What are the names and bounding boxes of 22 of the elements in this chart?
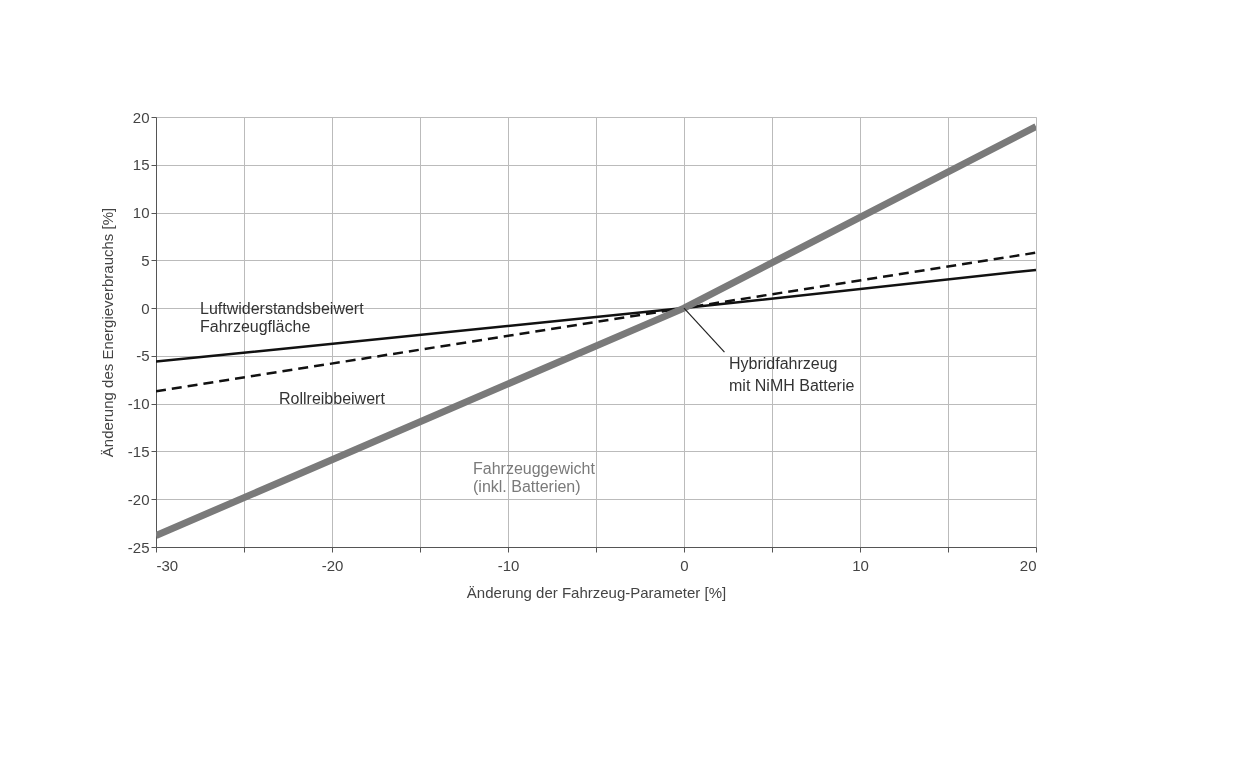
- y-tick-label: 10: [132, 204, 150, 222]
- y-axis-title: Änderung des Energieverbrauchs [%]: [98, 207, 116, 458]
- x-tick-label: -30: [156, 556, 179, 574]
- series-label: Luftwiderstandsbeiwert Fahrzeugfläche: [200, 299, 365, 335]
- text: Fahrzeuggewicht (inkl. Batterien): [473, 459, 596, 495]
- y-tick-label: -15: [127, 442, 150, 460]
- x-tick-label: 0: [680, 556, 689, 574]
- y-tick-label: 20: [132, 108, 150, 126]
- x-tick-label: -10: [497, 556, 520, 574]
- y-tick-label: -20: [127, 490, 150, 508]
- y-tick-label: 5: [141, 251, 150, 269]
- series-label: Rollreibbeiwert: [279, 390, 386, 408]
- annotation: Hybridfahrzeug mit NiMH Batterie: [729, 355, 855, 395]
- y-tick-label: -10: [127, 395, 150, 413]
- x-axis-title: Änderung der Fahrzeug-Parameter [%]: [466, 583, 727, 601]
- x-tick-label: 20: [1019, 556, 1037, 574]
- x-tick-label: 10: [852, 556, 869, 574]
- y-tick-label: 15: [132, 156, 150, 174]
- y-tick-label: -25: [127, 538, 150, 556]
- y-tick-label: 0: [141, 299, 150, 317]
- x-tick-label: -20: [321, 556, 344, 574]
- y-tick-label: -5: [136, 347, 150, 365]
